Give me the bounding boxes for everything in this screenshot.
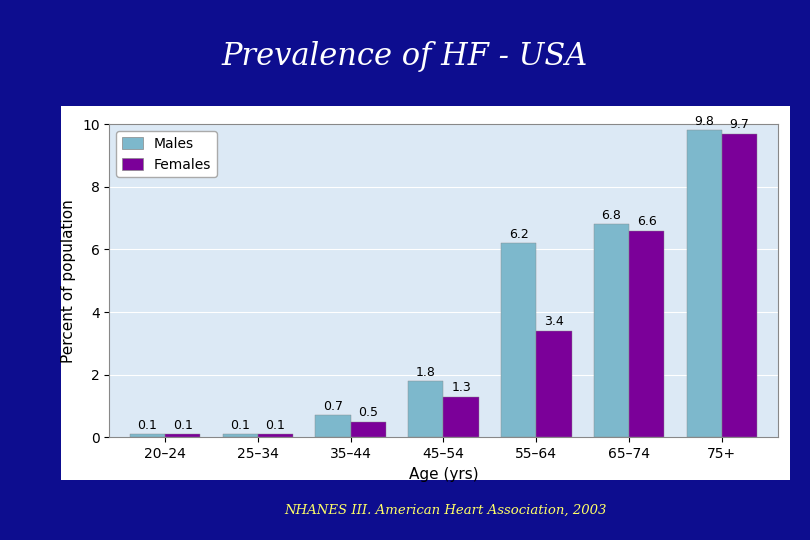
Text: 0.1: 0.1 <box>173 418 193 432</box>
Text: 1.8: 1.8 <box>416 366 436 379</box>
Y-axis label: Percent of population: Percent of population <box>62 199 76 363</box>
Bar <box>315 415 351 437</box>
Bar <box>408 381 444 437</box>
Bar <box>444 397 479 437</box>
Text: 0.1: 0.1 <box>266 418 285 432</box>
Text: 9.7: 9.7 <box>730 118 749 131</box>
Text: 0.5: 0.5 <box>358 406 378 419</box>
Text: 1.3: 1.3 <box>451 381 471 394</box>
Text: 6.8: 6.8 <box>602 209 621 222</box>
Text: 3.4: 3.4 <box>544 315 564 328</box>
Bar <box>722 133 757 437</box>
Bar <box>536 331 572 437</box>
Bar <box>130 434 165 437</box>
Text: Prevalence of HF - USA: Prevalence of HF - USA <box>222 41 588 72</box>
Bar <box>165 434 200 437</box>
Bar <box>594 225 629 437</box>
Bar <box>258 434 293 437</box>
Text: 9.8: 9.8 <box>694 115 714 128</box>
Text: 6.6: 6.6 <box>637 215 657 228</box>
Bar <box>501 243 536 437</box>
X-axis label: Age (yrs): Age (yrs) <box>409 467 478 482</box>
Text: NHANES III. American Heart Association, 2003: NHANES III. American Heart Association, … <box>284 504 607 517</box>
Bar <box>687 131 722 437</box>
Text: 0.7: 0.7 <box>323 400 343 413</box>
Bar <box>223 434 258 437</box>
Text: 0.1: 0.1 <box>138 418 157 432</box>
Legend: Males, Females: Males, Females <box>117 131 217 177</box>
Bar <box>629 231 664 437</box>
Bar <box>351 422 386 437</box>
Text: 6.2: 6.2 <box>509 228 529 241</box>
Text: 0.1: 0.1 <box>230 418 250 432</box>
